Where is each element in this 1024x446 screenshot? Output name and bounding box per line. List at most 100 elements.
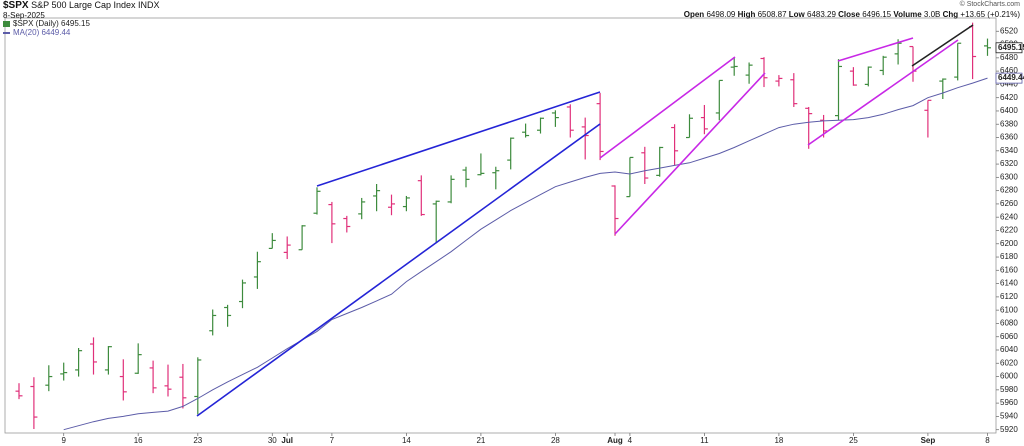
ohlc-bar (522, 123, 530, 138)
x-tick-label: Sep (921, 436, 936, 445)
quote-value: 6498.09 (706, 10, 736, 19)
ohlc-bar (969, 22, 977, 80)
ohlc-bar (179, 363, 187, 409)
y-tick-label: 6120 (1000, 292, 1018, 301)
quote-label: Close (838, 10, 860, 19)
x-tick-label: 18 (774, 436, 783, 445)
ohlc-bar (507, 137, 515, 170)
ohlc-bar (596, 93, 604, 161)
ohlc-bar (686, 114, 693, 139)
ohlc-bar (745, 62, 753, 84)
y-tick-label: 6380 (1000, 119, 1018, 128)
ohlc-bar (268, 233, 276, 250)
ohlc-bar (924, 99, 932, 138)
chart-date: 8-Sep-2025 (3, 11, 45, 20)
ohlc-bar (641, 146, 649, 184)
ohlc-bar (402, 195, 410, 212)
ohlc-bar (537, 117, 544, 134)
ohlc-bar (417, 175, 425, 216)
x-tick-label: 21 (476, 436, 485, 445)
ohlc-bar (551, 110, 559, 127)
y-tick-label: 6420 (1000, 93, 1018, 102)
trend-line (911, 24, 974, 67)
ohlc-bar (671, 124, 679, 166)
y-tick-label: 6300 (1000, 172, 1018, 181)
quote-value: 6508.87 (757, 10, 787, 19)
ohlc-bar (119, 359, 127, 401)
ohlc-bar (566, 104, 574, 138)
ohlc-bar (954, 42, 962, 81)
ohlc-bar (700, 104, 708, 135)
ohlc-bar (104, 346, 112, 375)
y-tick-label: 6360 (1000, 133, 1018, 142)
ohlc-bar (373, 184, 381, 212)
ohlc-bar (894, 39, 902, 65)
x-tick-label: 28 (551, 436, 560, 445)
y-tick-label: 6520 (1000, 26, 1018, 35)
ma-line (63, 77, 988, 431)
ohlc-bar (90, 337, 97, 375)
y-tick-label: 6160 (1000, 265, 1018, 274)
y-tick-label: 6000 (1000, 372, 1018, 381)
quote-label: Chg (942, 10, 959, 19)
price-badge (995, 42, 1023, 54)
ohlc-bar (209, 309, 217, 336)
ohlc-bar (194, 357, 202, 415)
price-badge (995, 72, 1023, 84)
ohlc-bar (790, 73, 798, 107)
ohlc-bar (149, 360, 157, 394)
ohlc-bar (849, 67, 857, 86)
ohlc-bar (75, 348, 83, 377)
y-tick-label: 6040 (1000, 345, 1018, 354)
x-tick-label: Aug (607, 436, 623, 445)
ohlc-bar (835, 59, 842, 121)
y-tick-label: 6080 (1000, 319, 1018, 328)
ohlc-bar (224, 304, 232, 327)
ticker: $SPX (3, 0, 29, 11)
ohlc-bar (492, 166, 500, 190)
quote-value: 6496.15 (862, 10, 892, 19)
header-title: $SPX S&P 500 Large Cap Index INDX (3, 0, 160, 11)
x-tick-label: 30 (268, 436, 277, 445)
x-tick-label: 23 (193, 436, 202, 445)
x-tick-label: 9 (61, 436, 66, 445)
y-tick-label: 6340 (1000, 146, 1018, 155)
ohlc-bar (253, 251, 261, 289)
trend-line (614, 72, 766, 235)
y-tick-label: 6280 (1000, 186, 1018, 195)
y-tick-label: 6220 (1000, 226, 1018, 235)
ohlc-bar (477, 153, 485, 176)
y-tick-label: 6440 (1000, 80, 1018, 89)
legend-swatch (3, 20, 10, 27)
x-tick-label: 14 (402, 436, 411, 445)
legend-entry: $SPX (Daily) 6495.15 (3, 19, 90, 28)
x-tick-label: 8 (985, 436, 990, 445)
ohlc-bar (611, 185, 619, 236)
x-tick-label: 25 (849, 436, 858, 445)
ohlc-bar (343, 215, 351, 233)
exchange: INDX (138, 0, 160, 10)
plot-frame (4, 17, 997, 434)
ohlc-bar (313, 187, 321, 215)
y-tick-label: 6480 (1000, 53, 1018, 62)
legend-label: MA(20) 6449.44 (13, 28, 71, 37)
ohlc-bar (388, 194, 395, 216)
quote-label: Volume (893, 10, 922, 19)
quote-value: +13.65 (+0.21%) (960, 10, 1020, 19)
ohlc-bar (328, 201, 336, 244)
trend-line (599, 56, 736, 159)
y-tick-label: 6100 (1000, 305, 1018, 314)
ohlc-bar (239, 279, 246, 309)
quote-label: Low (788, 10, 805, 19)
quote-label: High (737, 10, 756, 19)
ohlc-bar (864, 66, 872, 87)
x-tick-label: 16 (134, 436, 143, 445)
copyright: © StockCharts.com (959, 1, 1020, 8)
ohlc-bar (164, 364, 172, 397)
trend-line (196, 123, 601, 417)
ohlc-bar (30, 377, 38, 430)
ohlc-bar (60, 362, 68, 381)
x-tick-label: Jul (281, 436, 293, 445)
